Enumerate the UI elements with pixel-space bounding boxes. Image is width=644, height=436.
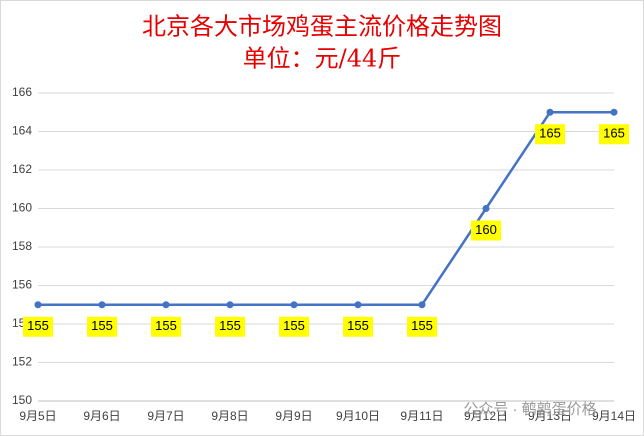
data-label: 155 [411, 318, 433, 333]
chart-title: 北京各大市场鸡蛋主流价格走势图 [142, 13, 502, 41]
x-tick-label: 9月12日 [464, 409, 508, 423]
data-label-box [87, 316, 117, 337]
x-tick-label: 9月14日 [592, 409, 636, 423]
chart-subtitle: 单位：元/44斤 [243, 45, 402, 73]
y-tick-label: 150 [12, 393, 32, 407]
y-tick-label: 152 [12, 355, 32, 369]
y-tick-label: 164 [12, 124, 32, 138]
x-tick-label: 9月7日 [147, 409, 184, 423]
x-tick-label: 9月10日 [336, 409, 380, 423]
data-label: 165 [539, 126, 561, 141]
y-tick-label: 156 [12, 278, 32, 292]
data-label: 155 [155, 318, 177, 333]
point [98, 301, 106, 309]
point [162, 301, 170, 309]
data-label-box [343, 316, 373, 337]
y-tick-label: 158 [12, 239, 32, 253]
data-label: 165 [603, 126, 625, 141]
point [610, 108, 618, 116]
y-tick-label: 160 [12, 201, 32, 215]
data-label: 155 [347, 318, 369, 333]
data-label-box [535, 124, 565, 145]
data-label-box [599, 124, 629, 145]
x-tick-label: 9月9日 [275, 409, 312, 423]
point [34, 301, 42, 309]
watermark: 公众号 · 鹌鹑蛋价格 [463, 401, 596, 418]
data-label-box [151, 316, 181, 337]
x-tick-label: 9月13日 [528, 409, 572, 423]
x-tick-label: 9月11日 [400, 409, 443, 423]
x-tick-label: 9月8日 [211, 409, 248, 423]
x-tick-label: 9月5日 [19, 409, 56, 423]
point [482, 205, 490, 212]
point [418, 301, 426, 309]
data-label-box [215, 316, 245, 337]
point [226, 301, 234, 309]
data-label-box [407, 316, 437, 337]
point [354, 301, 362, 309]
data-label-box [23, 316, 53, 337]
data-label-box [471, 220, 501, 241]
data-label: 155 [91, 318, 113, 333]
x-tick-label: 9月6日 [83, 409, 120, 423]
point [546, 108, 554, 116]
line [38, 111, 614, 306]
point [290, 301, 298, 309]
data-label: 160 [475, 222, 497, 237]
y-tick-label: 162 [12, 162, 32, 176]
data-label-box [279, 316, 309, 337]
y-tick-label: 166 [12, 85, 32, 99]
data-label: 155 [219, 318, 241, 333]
data-label: 155 [27, 318, 49, 333]
data-label: 155 [283, 318, 305, 333]
